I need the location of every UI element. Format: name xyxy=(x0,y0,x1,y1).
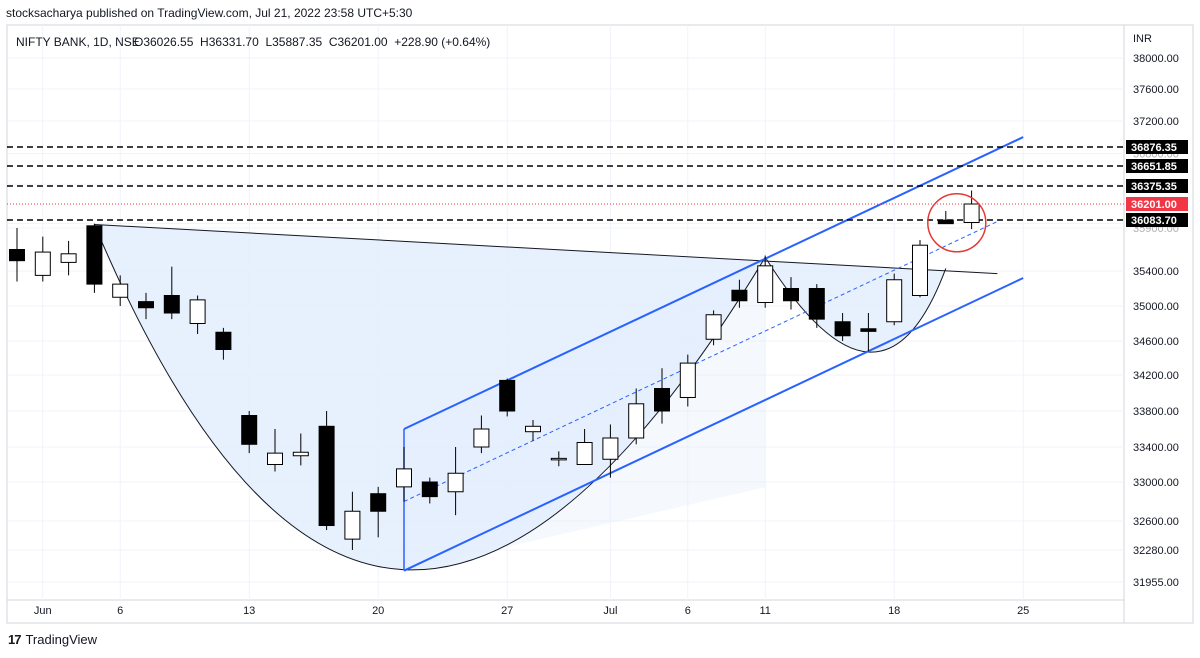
time-tick-label: 13 xyxy=(243,605,255,617)
price-tick-label: 35400.00 xyxy=(1133,266,1179,278)
candle-body xyxy=(163,295,180,314)
cup-shading xyxy=(94,224,946,570)
candle-body xyxy=(731,289,748,302)
candle-body xyxy=(215,331,232,350)
candle-body xyxy=(912,244,928,296)
price-tick-label: 34600.00 xyxy=(1133,336,1179,348)
candle-body xyxy=(628,403,645,439)
time-tick-label: Jun xyxy=(34,605,52,617)
candle-body xyxy=(344,510,361,540)
candle-body xyxy=(499,379,516,412)
price-tick-label: 33400.00 xyxy=(1133,442,1179,454)
chart-frame xyxy=(6,24,1194,624)
candle-body xyxy=(808,288,825,320)
candle-body xyxy=(396,468,412,488)
candle-body xyxy=(602,437,619,460)
price-tick-label: 32600.00 xyxy=(1133,516,1179,528)
candle-body xyxy=(757,265,774,303)
price-tick-label: 34200.00 xyxy=(1133,370,1179,382)
candle-body xyxy=(963,203,980,223)
candle-body xyxy=(34,251,51,276)
time-tick-label: 6 xyxy=(685,605,691,617)
candle-body xyxy=(550,457,567,461)
price-tick-label: 33800.00 xyxy=(1133,406,1179,418)
time-tick-label: 18 xyxy=(888,605,900,617)
candle-body xyxy=(886,279,903,323)
candle-body xyxy=(370,493,387,512)
candle-body xyxy=(937,219,954,225)
currency-label: INR xyxy=(1133,33,1152,45)
legend-symbol: NIFTY BANK, 1D, NSE xyxy=(16,35,140,49)
candle-body xyxy=(267,452,283,465)
last-price-label-bg xyxy=(1126,197,1188,211)
channel-median-line xyxy=(403,221,998,502)
candle-body xyxy=(679,362,696,399)
time-tick-label: 6 xyxy=(117,605,123,617)
price-tick-label: 35000.00 xyxy=(1133,301,1179,313)
price-tick-label: 37200.00 xyxy=(1133,116,1179,128)
level-label-bg xyxy=(1126,159,1188,173)
price-axis: 38000.0037600.0037200.0036800.0036400.00… xyxy=(1126,53,1188,589)
cup-and-handle-area xyxy=(94,224,946,571)
candle-body xyxy=(783,288,799,302)
candle-body xyxy=(447,472,464,493)
candle-body xyxy=(60,253,77,263)
candle-body xyxy=(241,415,258,445)
tradingview-logo-icon: 17 xyxy=(8,632,22,647)
legend-ohlc: O36026.55 H36331.70 L35887.35 C36201.00 … xyxy=(134,35,490,49)
candle-body xyxy=(189,299,206,324)
time-axis: Jun 6 13 20 27 Jul 6 11 18 25 xyxy=(34,605,1029,617)
level-label-bg xyxy=(1126,140,1188,154)
candle-body xyxy=(705,314,722,340)
channel-lower-line xyxy=(403,277,1024,572)
time-tick-label: 27 xyxy=(501,605,513,617)
candle-body xyxy=(473,428,490,448)
candle-body xyxy=(860,328,877,332)
tradingview-logo[interactable]: 17 TradingView xyxy=(8,632,97,647)
level-label: 36083.70 xyxy=(1131,215,1177,227)
candle-body xyxy=(86,225,103,285)
price-tick-label: 33000.00 xyxy=(1133,477,1179,489)
level-label-bg xyxy=(1126,213,1188,227)
level-label: 36651.85 xyxy=(1131,161,1177,173)
level-label: 36375.35 xyxy=(1131,181,1177,193)
time-tick-label: 11 xyxy=(759,605,770,617)
price-tick-label: 31955.00 xyxy=(1133,577,1179,589)
candle-body xyxy=(654,388,670,412)
candle-body xyxy=(525,425,541,433)
candle-body xyxy=(138,301,154,309)
tradingview-brand: TradingView xyxy=(25,632,98,647)
time-tick-label: Jul xyxy=(603,605,617,617)
horizontal-levels xyxy=(7,146,1124,221)
price-tick-label: 37600.00 xyxy=(1133,84,1179,96)
published-caption: stocksacharya published on TradingView.c… xyxy=(6,6,413,20)
channel-shading xyxy=(404,257,766,571)
level-label-bg xyxy=(1126,179,1188,193)
candle-body xyxy=(292,451,309,457)
level-label: 36876.35 xyxy=(1131,142,1177,154)
candles xyxy=(9,190,980,550)
time-tick-label: 20 xyxy=(372,605,384,617)
annotations xyxy=(927,193,987,253)
last-price-label: 36201.00 xyxy=(1131,199,1177,211)
candle-body xyxy=(834,321,851,337)
time-tick-label: 25 xyxy=(1017,605,1029,617)
breakout-circle xyxy=(927,193,987,253)
candle-body xyxy=(421,481,438,498)
candle-body xyxy=(9,249,25,262)
candle-body xyxy=(576,442,593,465)
price-tick-label: 38000.00 xyxy=(1133,53,1179,65)
candle-body xyxy=(112,283,129,298)
candle-body xyxy=(318,425,335,527)
rim-line xyxy=(94,224,998,275)
price-tick-label: 32280.00 xyxy=(1133,545,1179,557)
